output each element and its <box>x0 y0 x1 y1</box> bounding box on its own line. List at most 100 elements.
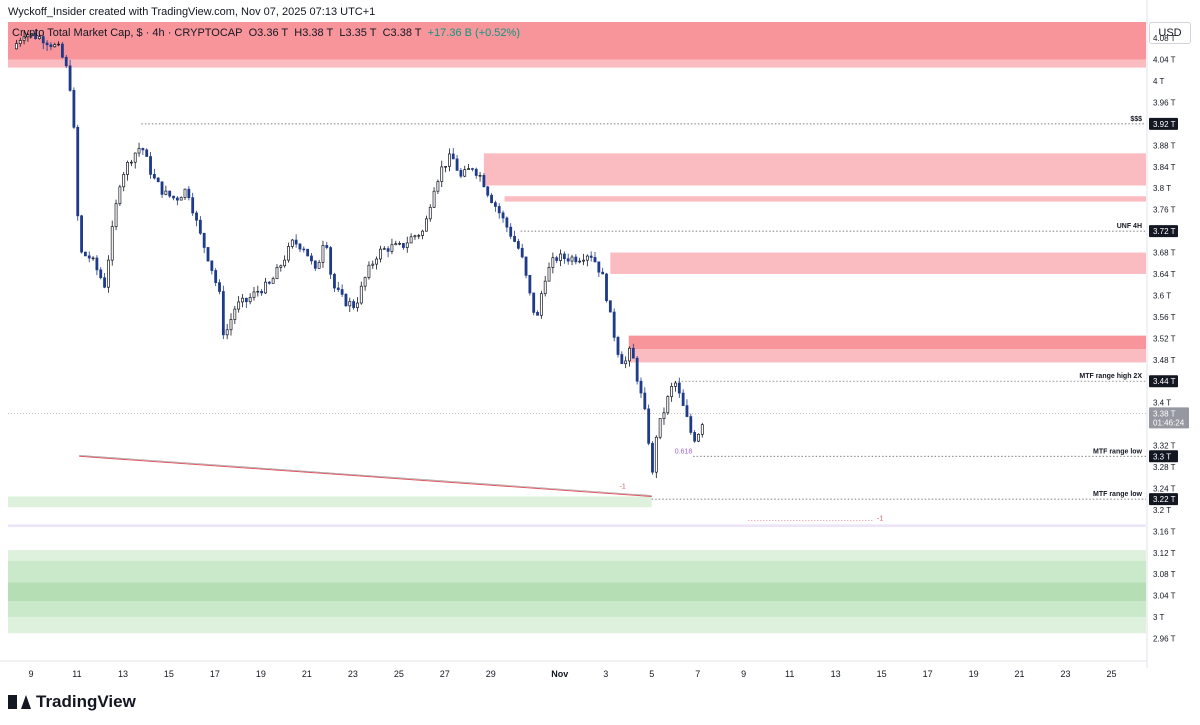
candle-body-13 <box>64 56 68 67</box>
candle-body-19 <box>87 255 91 259</box>
candle-body-91 <box>363 277 367 287</box>
candle-body-177 <box>693 432 697 442</box>
x-tick-label-14: 7 <box>695 669 700 679</box>
candle-body-160 <box>628 347 631 362</box>
y-tick-label-17: 3.24 T <box>1153 484 1176 493</box>
candle-body-175 <box>685 405 689 417</box>
candle-body-59 <box>241 297 244 303</box>
y-tick-label-11: 3.56 T <box>1153 313 1176 322</box>
currency-button[interactable]: USD <box>1149 22 1191 44</box>
candle-body-44 <box>183 188 187 198</box>
candle-body-77 <box>310 255 313 262</box>
candle-body-138 <box>543 280 547 295</box>
candle-body-27 <box>118 186 122 205</box>
zone-demand-11 <box>8 582 1146 602</box>
candle-body-36 <box>152 174 156 179</box>
symbol-name[interactable]: Crypto Total Market Cap, $ · 4h · CRYPTO… <box>12 27 243 39</box>
candle-body-93 <box>371 263 375 266</box>
candle-body-16 <box>76 126 80 217</box>
candle-body-90 <box>359 285 363 304</box>
candle-body-108 <box>428 206 432 220</box>
candle-body-169 <box>662 412 666 419</box>
candle-body-11 <box>57 43 60 46</box>
level-label-0: $$$ <box>1130 116 1142 123</box>
y-tick-label-9: 3.64 T <box>1153 270 1176 279</box>
candle-body-123 <box>486 186 490 196</box>
candle-body-164 <box>643 392 647 410</box>
candle-body-54 <box>221 291 225 336</box>
candle-body-140 <box>551 257 555 268</box>
candle-body-100 <box>398 243 401 245</box>
candle-body-69 <box>279 265 283 268</box>
x-tick-label-20: 19 <box>969 669 979 679</box>
candle-body-34 <box>145 149 149 157</box>
x-tick-label-11: Nov <box>551 669 568 679</box>
candle-body-122 <box>482 175 486 188</box>
candle-body-136 <box>536 312 539 316</box>
y-tick-label-8: 3.68 T <box>1153 249 1176 258</box>
candle-body-163 <box>639 380 643 394</box>
y-tick-label-1: 4.04 T <box>1153 56 1176 65</box>
candle-body-168 <box>658 418 662 438</box>
x-tick-label-10: 29 <box>486 669 496 679</box>
trendline <box>79 455 652 497</box>
candle-body-57 <box>233 308 237 320</box>
time-axis[interactable]: 9 11 13 15 17 19 21 23 25 27 29 Nov 3 5 7 9 11 13 15 17 19 21… <box>0 660 1147 679</box>
candle-body-167 <box>654 436 658 473</box>
candle-body-157 <box>616 337 620 355</box>
candle-body-130 <box>513 235 516 242</box>
annotation-0: 0.618 <box>675 449 693 456</box>
candle-body-51 <box>210 260 214 271</box>
candle-body-115 <box>455 158 459 171</box>
candle-body-18 <box>83 251 87 257</box>
current-price-text: 3.38 T <box>1153 409 1176 418</box>
candle-body-112 <box>444 166 447 168</box>
x-tick-label-8: 25 <box>394 669 404 679</box>
candle-body-55 <box>225 329 229 336</box>
candle-body-135 <box>532 292 536 313</box>
y-tick-label-20: 3.12 T <box>1153 549 1176 558</box>
candle-body-113 <box>448 153 451 167</box>
x-tick-label-22: 23 <box>1061 669 1071 679</box>
candle-body-173 <box>677 382 681 394</box>
level-badge-2 <box>1149 375 1178 388</box>
candle-body-50 <box>206 247 210 262</box>
candle-body-5 <box>34 33 37 39</box>
zone-demand-13 <box>8 617 1146 634</box>
x-tick-label-5: 19 <box>256 669 266 679</box>
candle-body-125 <box>493 202 497 207</box>
candle-body-76 <box>306 248 310 257</box>
candle-body-111 <box>440 166 444 182</box>
candle-body-32 <box>137 148 141 154</box>
y-tick-label-0: 4.08 T <box>1153 34 1176 43</box>
x-tick-label-12: 3 <box>603 669 608 679</box>
candle-body-165 <box>647 408 651 444</box>
zone-demand-9 <box>8 550 1146 561</box>
creator-line: Wyckoff_Insider created with TradingView… <box>8 6 376 18</box>
candle-body-81 <box>325 245 329 248</box>
y-tick-label-2: 4 T <box>1153 77 1165 86</box>
level-badge-text-4: 3.22 T <box>1153 495 1176 504</box>
candle-body-106 <box>421 230 424 236</box>
candle-body-80 <box>321 245 325 263</box>
y-tick-label-6: 3.8 T <box>1153 184 1171 193</box>
candle-body-155 <box>608 300 612 313</box>
candle-body-137 <box>539 293 543 316</box>
candle-body-45 <box>187 188 191 199</box>
x-tick-label-13: 5 <box>649 669 654 679</box>
candle-body-145 <box>570 256 574 262</box>
brand-name: TradingView <box>36 692 136 711</box>
y-tick-label-16: 3.28 T <box>1153 463 1176 472</box>
candle-body-72 <box>290 239 294 247</box>
candle-body-103 <box>409 236 413 244</box>
level-badge-3 <box>1149 450 1178 463</box>
candle-body-110 <box>436 181 440 192</box>
candle-body-47 <box>195 212 198 221</box>
candle-body-1 <box>18 40 22 44</box>
price-axis[interactable]: 4.08 T 4.04 T 4 T 3.96 T 3.88 T 3.84 T 3.8 T 3.… <box>1146 0 1189 668</box>
candle-body-46 <box>191 197 195 214</box>
candle-body-124 <box>490 194 493 204</box>
x-tick-label-2: 13 <box>118 669 128 679</box>
candle-body-29 <box>126 161 129 175</box>
